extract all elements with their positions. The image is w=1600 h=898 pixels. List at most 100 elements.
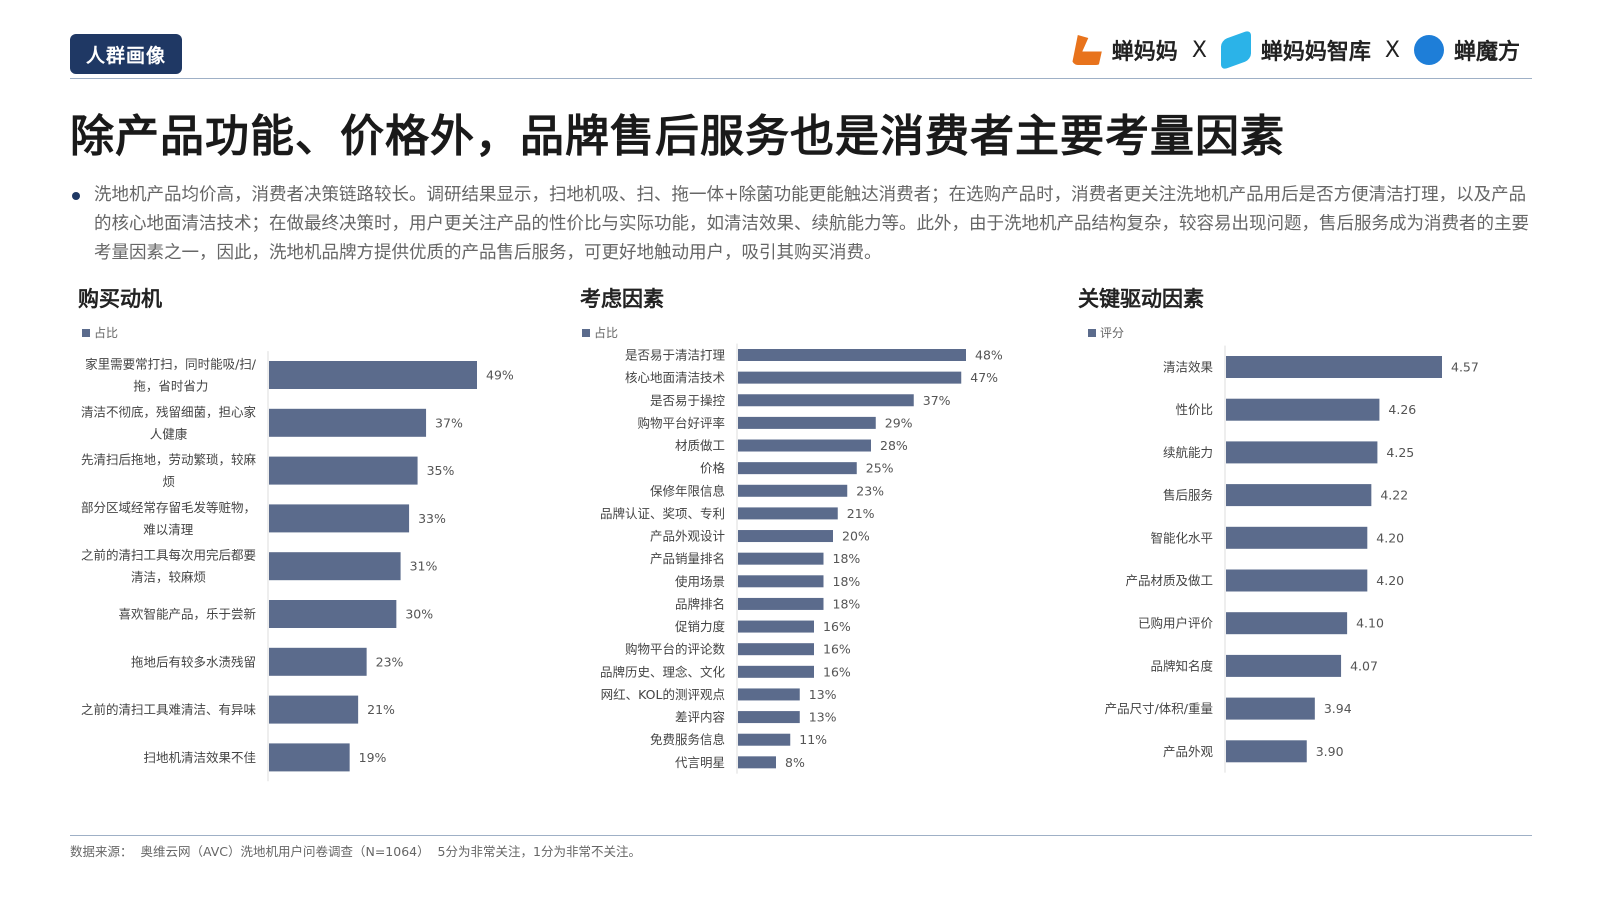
legend-swatch xyxy=(1088,329,1096,337)
logo-3-text: 蝉魔方 xyxy=(1453,40,1520,65)
data-label: 28% xyxy=(880,438,908,453)
legend-label: 占比 xyxy=(594,325,618,340)
data-label: 48% xyxy=(975,348,1003,363)
bar xyxy=(1226,569,1368,592)
data-label: 21% xyxy=(847,506,875,521)
category-label: 清洁效果 xyxy=(1163,360,1214,375)
bar xyxy=(738,711,800,724)
category-label: 智能化水平 xyxy=(1150,530,1213,545)
data-label: 18% xyxy=(833,596,861,611)
category-label: 价格 xyxy=(700,461,726,476)
logo-1-text: 蝉妈妈 xyxy=(1111,40,1178,65)
page-title: 除产品功能、价格外，品牌售后服务也是消费者主要考量因素 xyxy=(70,111,1285,162)
data-label: 11% xyxy=(799,732,827,747)
bar xyxy=(269,600,397,628)
legend-label: 评分 xyxy=(1100,326,1124,340)
bar xyxy=(738,733,791,746)
category-label: 拖，省时省力 xyxy=(133,379,208,394)
bar xyxy=(269,504,410,533)
category-label: 购物平台的评论数 xyxy=(625,642,726,657)
data-label: 4.10 xyxy=(1356,616,1384,631)
category-label: 差评内容 xyxy=(675,710,725,725)
bar xyxy=(738,643,814,656)
category-label: 产品外观 xyxy=(1163,744,1214,759)
category-label: 免费服务信息 xyxy=(650,732,725,747)
data-label: 18% xyxy=(833,574,861,589)
category-label: 已购用户评价 xyxy=(1138,616,1214,631)
bar xyxy=(1226,356,1442,378)
bar xyxy=(738,665,814,678)
category-label: 售后服务 xyxy=(1163,488,1213,503)
category-label: 之前的清扫工具每次用完后都要 xyxy=(81,548,256,563)
bar xyxy=(1226,654,1342,677)
data-label: 37% xyxy=(435,415,463,430)
bar xyxy=(269,647,367,676)
category-label: 产品外观设计 xyxy=(650,529,725,544)
separator: X xyxy=(1191,37,1207,63)
source-note: 数据来源： 奥维云网（AVC）洗地机用户问卷调查（N=1064） 5分为非常关注… xyxy=(70,844,641,859)
data-label: 29% xyxy=(885,415,913,430)
bar xyxy=(738,756,776,769)
bar xyxy=(738,462,857,475)
category-label: 产品材质及做工 xyxy=(1125,573,1213,588)
category-label: 保修年限信息 xyxy=(650,483,725,498)
legend-swatch xyxy=(582,329,590,337)
data-label: 4.22 xyxy=(1380,488,1408,503)
category-label: 家里需要常打扫，同时能吸/扫/ xyxy=(85,357,257,372)
chart-drivers: 评分 4.57 清洁效果 4.26 性价比 4.25 续航能力 4.22 售后服务 4.20 智能化… xyxy=(1088,326,1479,773)
category-label: 喜欢智能产品，乐于尝新 xyxy=(118,607,256,622)
category-label: 网红、KOL的测评观点 xyxy=(601,687,725,702)
chart-title-considerations: 考虑因素 xyxy=(580,287,664,311)
data-label: 13% xyxy=(809,710,837,725)
bar xyxy=(1226,612,1348,635)
category-label: 扫地机清洁效果不佳 xyxy=(143,750,256,765)
summary-text: 洗地机产品均价高，消费者决策链路较长。调研结果显示，扫地机吸、扫、拖一体+除菌功… xyxy=(94,185,1529,263)
data-label: 21% xyxy=(367,702,395,717)
data-label: 4.20 xyxy=(1376,530,1404,545)
category-label: 品牌认证、奖项、专利 xyxy=(600,506,725,521)
category-label: 核心地面清洁技术 xyxy=(625,370,726,385)
separator: X xyxy=(1384,37,1400,63)
category-label: 拖地后有较多水渍残留 xyxy=(131,654,256,669)
data-label: 4.07 xyxy=(1350,658,1378,673)
bar xyxy=(738,575,824,588)
bar xyxy=(1226,697,1315,720)
bar xyxy=(738,349,966,361)
category-label: 产品销量排名 xyxy=(650,551,725,566)
data-label: 4.25 xyxy=(1386,445,1414,460)
bar xyxy=(738,394,914,407)
data-label: 13% xyxy=(809,687,837,702)
data-label: 3.90 xyxy=(1316,744,1344,759)
category-label: 是否易于操控 xyxy=(650,393,726,408)
data-label: 23% xyxy=(856,483,884,498)
category-label: 使用场景 xyxy=(675,574,725,589)
category-label: 人健康 xyxy=(150,426,188,441)
bar xyxy=(269,408,427,437)
data-label: 49% xyxy=(486,368,514,383)
category-label: 促销力度 xyxy=(675,619,726,634)
data-label: 23% xyxy=(376,654,404,669)
partner-logos: 蝉妈妈 X 蝉妈妈智库 X 蝉魔方 xyxy=(1071,29,1520,71)
bar xyxy=(269,552,401,581)
bar xyxy=(738,688,800,701)
data-label: 16% xyxy=(823,664,851,679)
bar xyxy=(738,416,876,429)
data-label: 8% xyxy=(785,755,805,770)
category-label: 品牌排名 xyxy=(675,596,725,611)
category-label: 产品尺寸/体积/重量 xyxy=(1105,701,1213,716)
data-label: 20% xyxy=(842,529,870,544)
bar xyxy=(269,743,350,772)
footer-divider xyxy=(70,835,1532,836)
bar xyxy=(738,439,871,452)
bar xyxy=(269,456,418,485)
chart-title-motivation: 购买动机 xyxy=(78,287,162,311)
section-tag: 人群画像 xyxy=(70,34,182,74)
bar xyxy=(738,552,824,565)
bar xyxy=(738,507,838,520)
data-label: 3.94 xyxy=(1324,701,1352,716)
bar xyxy=(738,530,833,543)
category-label: 品牌历史、理念、文化 xyxy=(600,664,726,679)
bar xyxy=(1226,441,1378,464)
data-label: 16% xyxy=(823,642,851,657)
category-label: 是否易于清洁打理 xyxy=(625,348,726,363)
